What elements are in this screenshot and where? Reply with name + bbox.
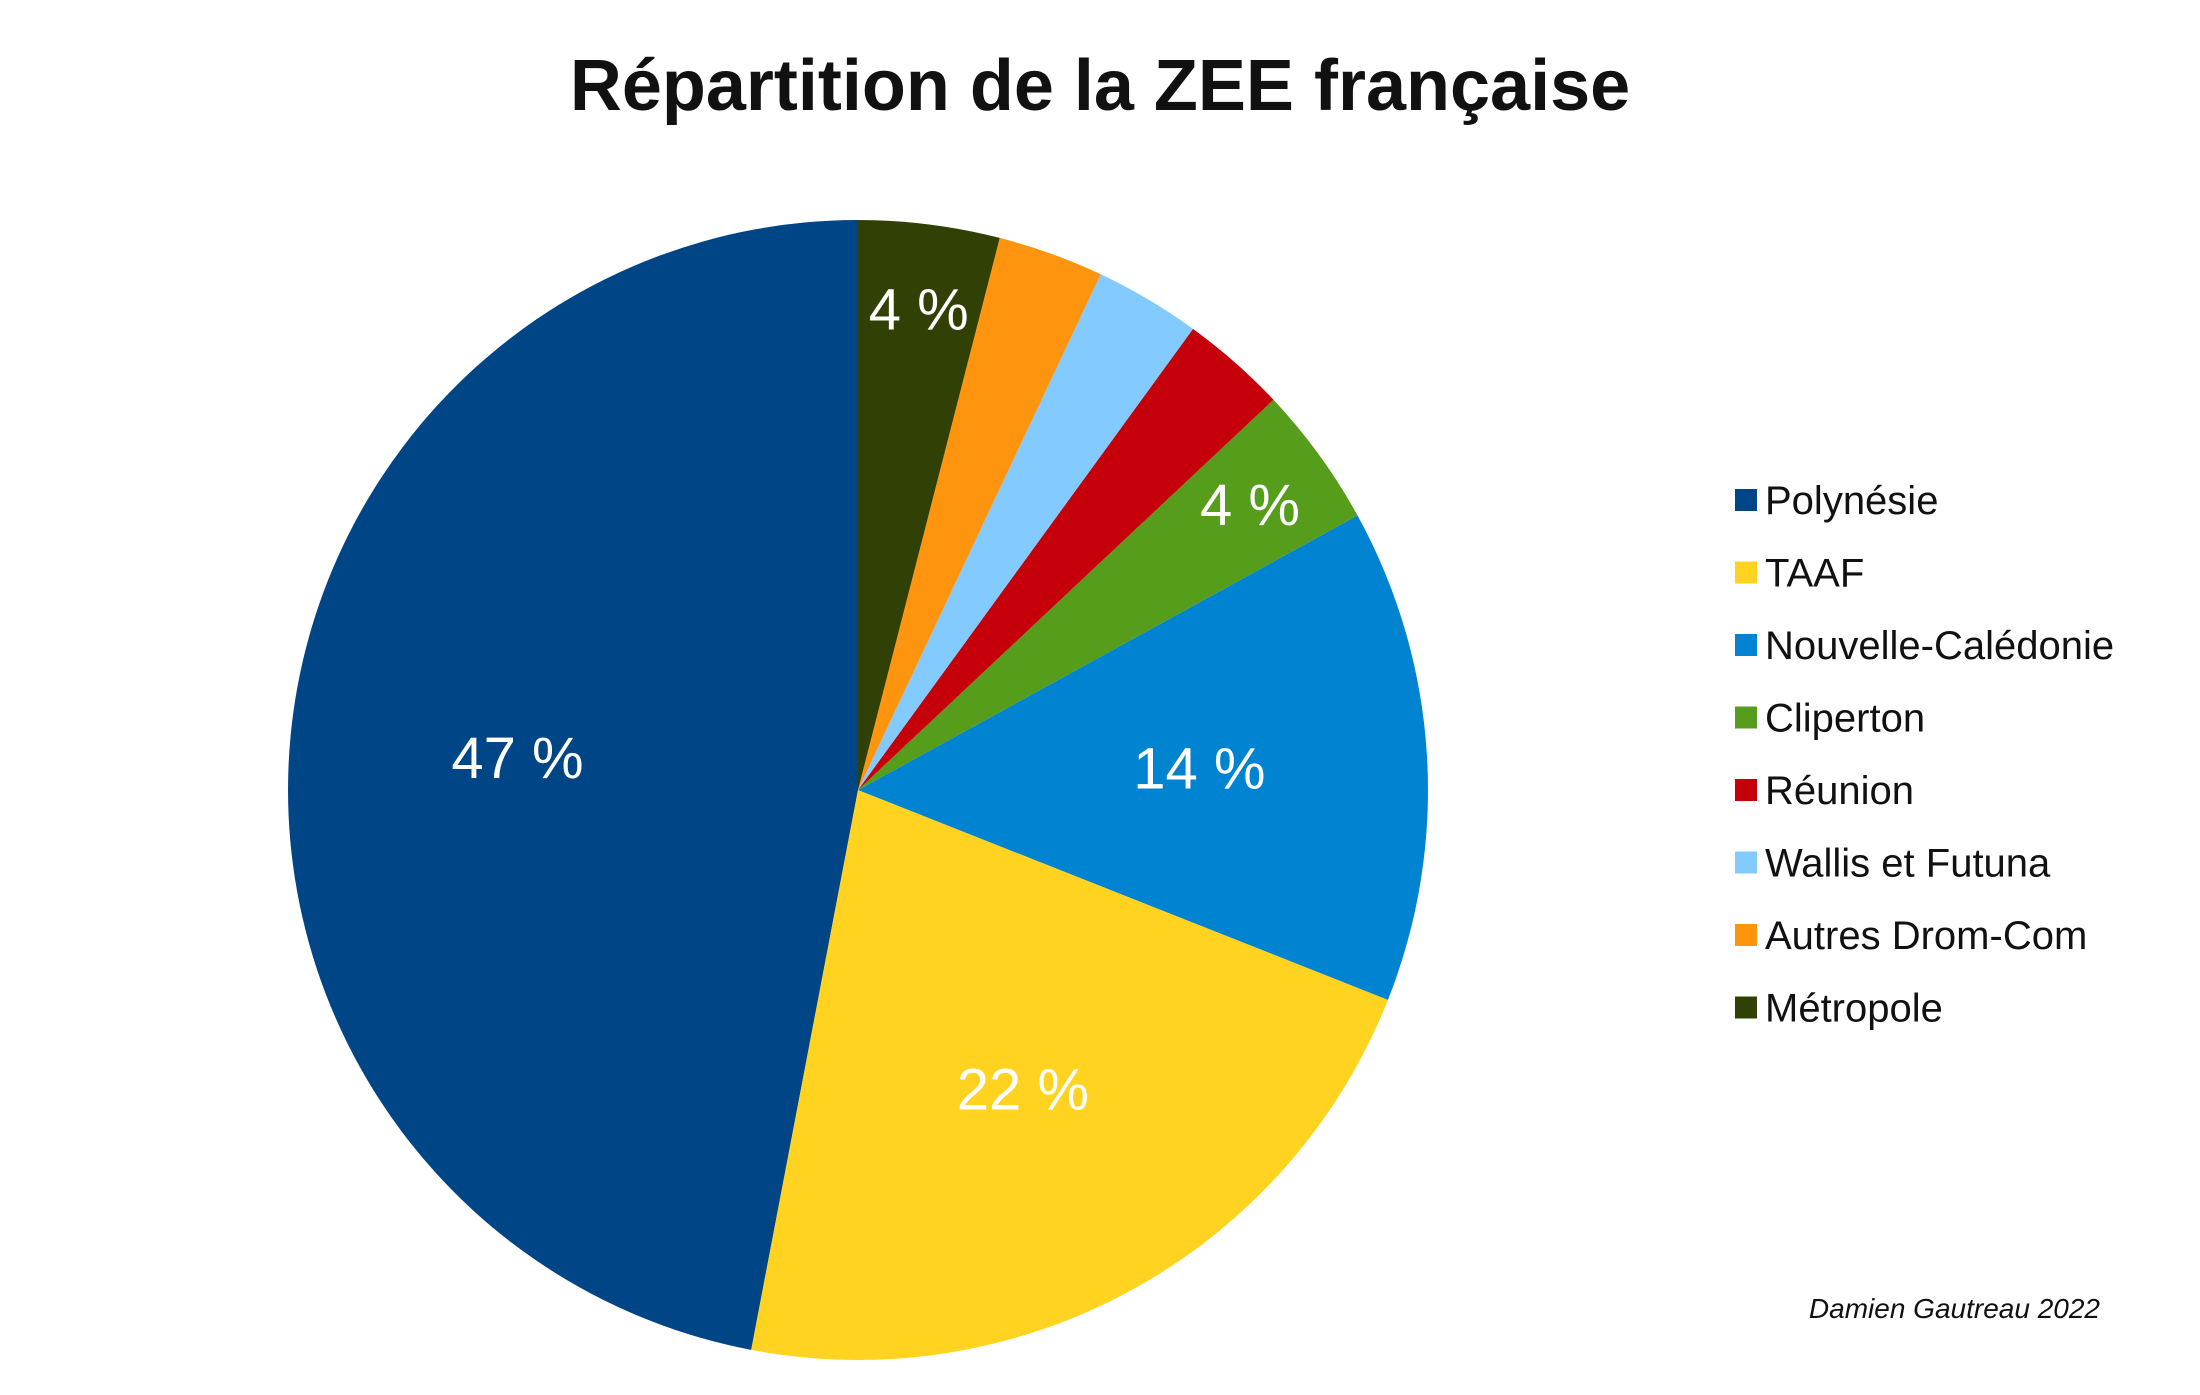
pie-slice-nouvelle-cal-donie — [858, 515, 1428, 1000]
pie-slice-cliperton — [858, 399, 1358, 790]
legend-label: Polynésie — [1765, 479, 1938, 523]
pie-slice-polyn-sie — [288, 220, 859, 1350]
legend: Polynésie TAAF Nouvelle-Calédonie Cliperton… — [1735, 479, 2114, 1031]
slice-value-label: 22 % — [957, 1058, 1089, 1123]
slice-value-label: 4 % — [869, 277, 969, 342]
pie-slice-r-union — [858, 328, 1274, 790]
legend-label: Autres Drom-Com — [1765, 914, 2087, 958]
legend-swatch — [1735, 996, 1757, 1019]
credit-text: Damien Gautreau 2022 — [1809, 1293, 2101, 1324]
legend-swatch — [1735, 779, 1757, 801]
legend-swatch — [1735, 706, 1757, 729]
legend-label: Nouvelle-Calédonie — [1765, 624, 2114, 668]
pie-slice-autres-drom-com — [858, 237, 1101, 790]
legend-label: TAAF — [1765, 552, 1864, 596]
legend-swatch — [1735, 924, 1757, 946]
legend-swatch — [1735, 489, 1757, 511]
pie-slice-labels: 47 % 22 % 14 % 4 % 4 % — [451, 277, 1300, 1122]
legend-swatch — [1735, 851, 1757, 874]
pie-slice-taaf — [751, 790, 1388, 1360]
legend-label: Cliperton — [1765, 697, 1925, 741]
legend-label: Réunion — [1765, 769, 1914, 813]
pie-slice-wallis-et-futuna — [858, 274, 1194, 790]
slice-value-label: 14 % — [1133, 737, 1265, 802]
pie-slices — [288, 220, 1428, 1360]
legend-label: Métropole — [1765, 987, 1943, 1031]
legend-swatch — [1735, 561, 1757, 584]
chart-title: Répartition de la ZEE française — [570, 46, 1630, 126]
pie-slice-m-tropole — [858, 220, 1000, 790]
slice-value-label: 4 % — [1200, 473, 1300, 538]
legend-label: Wallis et Futuna — [1765, 842, 2051, 886]
slice-value-label: 47 % — [451, 726, 583, 791]
legend-swatch — [1735, 634, 1757, 656]
